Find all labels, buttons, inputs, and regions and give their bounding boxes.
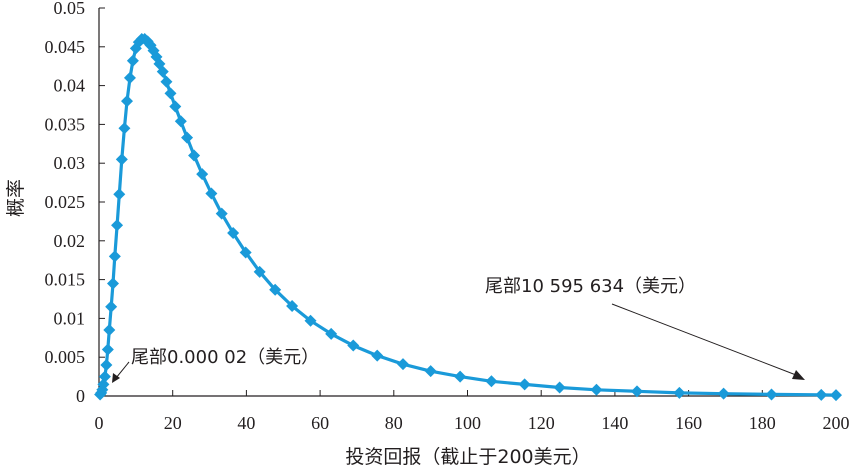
y-tick-label: 0.02 (54, 231, 86, 251)
data-point-marker (126, 54, 139, 67)
y-tick-label: 0.03 (54, 153, 86, 173)
data-point-marker (304, 314, 317, 327)
annotation-right: 尾部10 595 634（美元） (485, 276, 805, 380)
data-point-marker (239, 246, 252, 259)
annotation-left-arrow-line (115, 361, 130, 379)
data-point-marker (196, 168, 209, 181)
data-point-marker (397, 358, 410, 371)
data-point-marker (111, 219, 124, 232)
axes (98, 8, 836, 397)
data-point-marker (227, 227, 240, 240)
data-point-marker (673, 386, 686, 399)
annotation-right-label: 尾部10 595 634（美元） (485, 276, 696, 297)
data-point-marker (485, 375, 498, 388)
data-point-marker (717, 387, 730, 400)
y-tick-label: 0 (76, 386, 85, 406)
y-tick-group: 0 0.005 0.01 0.015 0.02 0.025 0.03 0.035 0.04 0.0… (45, 0, 105, 406)
data-point-marker (115, 153, 128, 166)
data-point-marker (325, 327, 338, 340)
data-point-marker (156, 65, 169, 78)
y-tick-label: 0.005 (45, 347, 86, 367)
data-point-marker (113, 188, 126, 201)
series-line (98, 37, 837, 397)
data-point-marker (815, 388, 828, 401)
y-axis-title: 概率 (5, 179, 27, 217)
x-tick-label: 140 (601, 413, 628, 433)
data-point-marker (215, 207, 228, 220)
data-point-marker (424, 365, 437, 378)
x-tick-label: 80 (385, 413, 403, 433)
x-tick-label: 180 (749, 413, 776, 433)
data-point-marker (269, 283, 282, 296)
x-tick-group: 0 20 40 60 80 100 120 140 160 180 200 (95, 390, 850, 433)
x-tick-label: 40 (237, 413, 255, 433)
marker-group (94, 33, 842, 402)
data-point-marker (553, 381, 566, 394)
data-point-marker (160, 75, 173, 88)
y-tick-label: 0.025 (45, 192, 86, 212)
x-tick-label: 20 (164, 413, 182, 433)
data-point-marker (454, 370, 467, 383)
y-tick-label: 0.04 (54, 76, 86, 96)
annotation-left-arrow-head (112, 373, 120, 383)
x-tick-label: 200 (823, 413, 850, 433)
x-tick-label: 160 (675, 413, 702, 433)
annotation-left-label: 尾部0.000 02（美元） (131, 347, 319, 368)
data-point-marker (181, 131, 194, 144)
data-point-marker (169, 100, 182, 113)
data-point-marker (100, 358, 113, 371)
data-point-marker (118, 122, 131, 135)
data-point-marker (97, 378, 110, 391)
y-tick-label: 0.035 (45, 114, 86, 134)
data-point-marker (123, 71, 136, 84)
annotation-left: 尾部0.000 02（美元） (112, 347, 319, 383)
y-tick-label: 0.05 (54, 0, 86, 18)
data-point-marker (830, 389, 842, 402)
data-point-marker (286, 299, 299, 312)
data-point-marker (164, 87, 177, 100)
data-point-marker (205, 187, 218, 200)
x-tick-label: 0 (95, 413, 104, 433)
x-tick-label: 120 (528, 413, 555, 433)
data-point-marker (253, 265, 266, 278)
data-point-marker (108, 250, 121, 263)
data-point-marker (107, 277, 120, 290)
annotation-right-arrow-line (611, 303, 797, 376)
y-tick-label: 0.01 (54, 308, 86, 328)
x-axis-title: 投资回报（截止于200美元） (345, 446, 590, 468)
data-point-marker (347, 339, 360, 352)
data-point-marker (188, 149, 201, 162)
data-point-marker (765, 388, 778, 401)
x-tick-label: 100 (454, 413, 481, 433)
data-point-marker (103, 324, 116, 337)
data-point-marker (174, 115, 187, 128)
y-tick-label: 0.045 (45, 37, 86, 57)
data-point-marker (631, 385, 644, 398)
x-tick-label: 60 (311, 413, 329, 433)
data-point-marker (121, 95, 134, 108)
data-point-marker (371, 349, 384, 362)
data-point-marker (590, 383, 603, 396)
data-point-marker (105, 300, 118, 313)
y-tick-label: 0.015 (45, 270, 86, 290)
data-point-marker (101, 343, 114, 356)
annotation-right-arrow-head (792, 370, 805, 380)
data-point-marker (98, 370, 111, 383)
data-point-marker (518, 378, 531, 391)
